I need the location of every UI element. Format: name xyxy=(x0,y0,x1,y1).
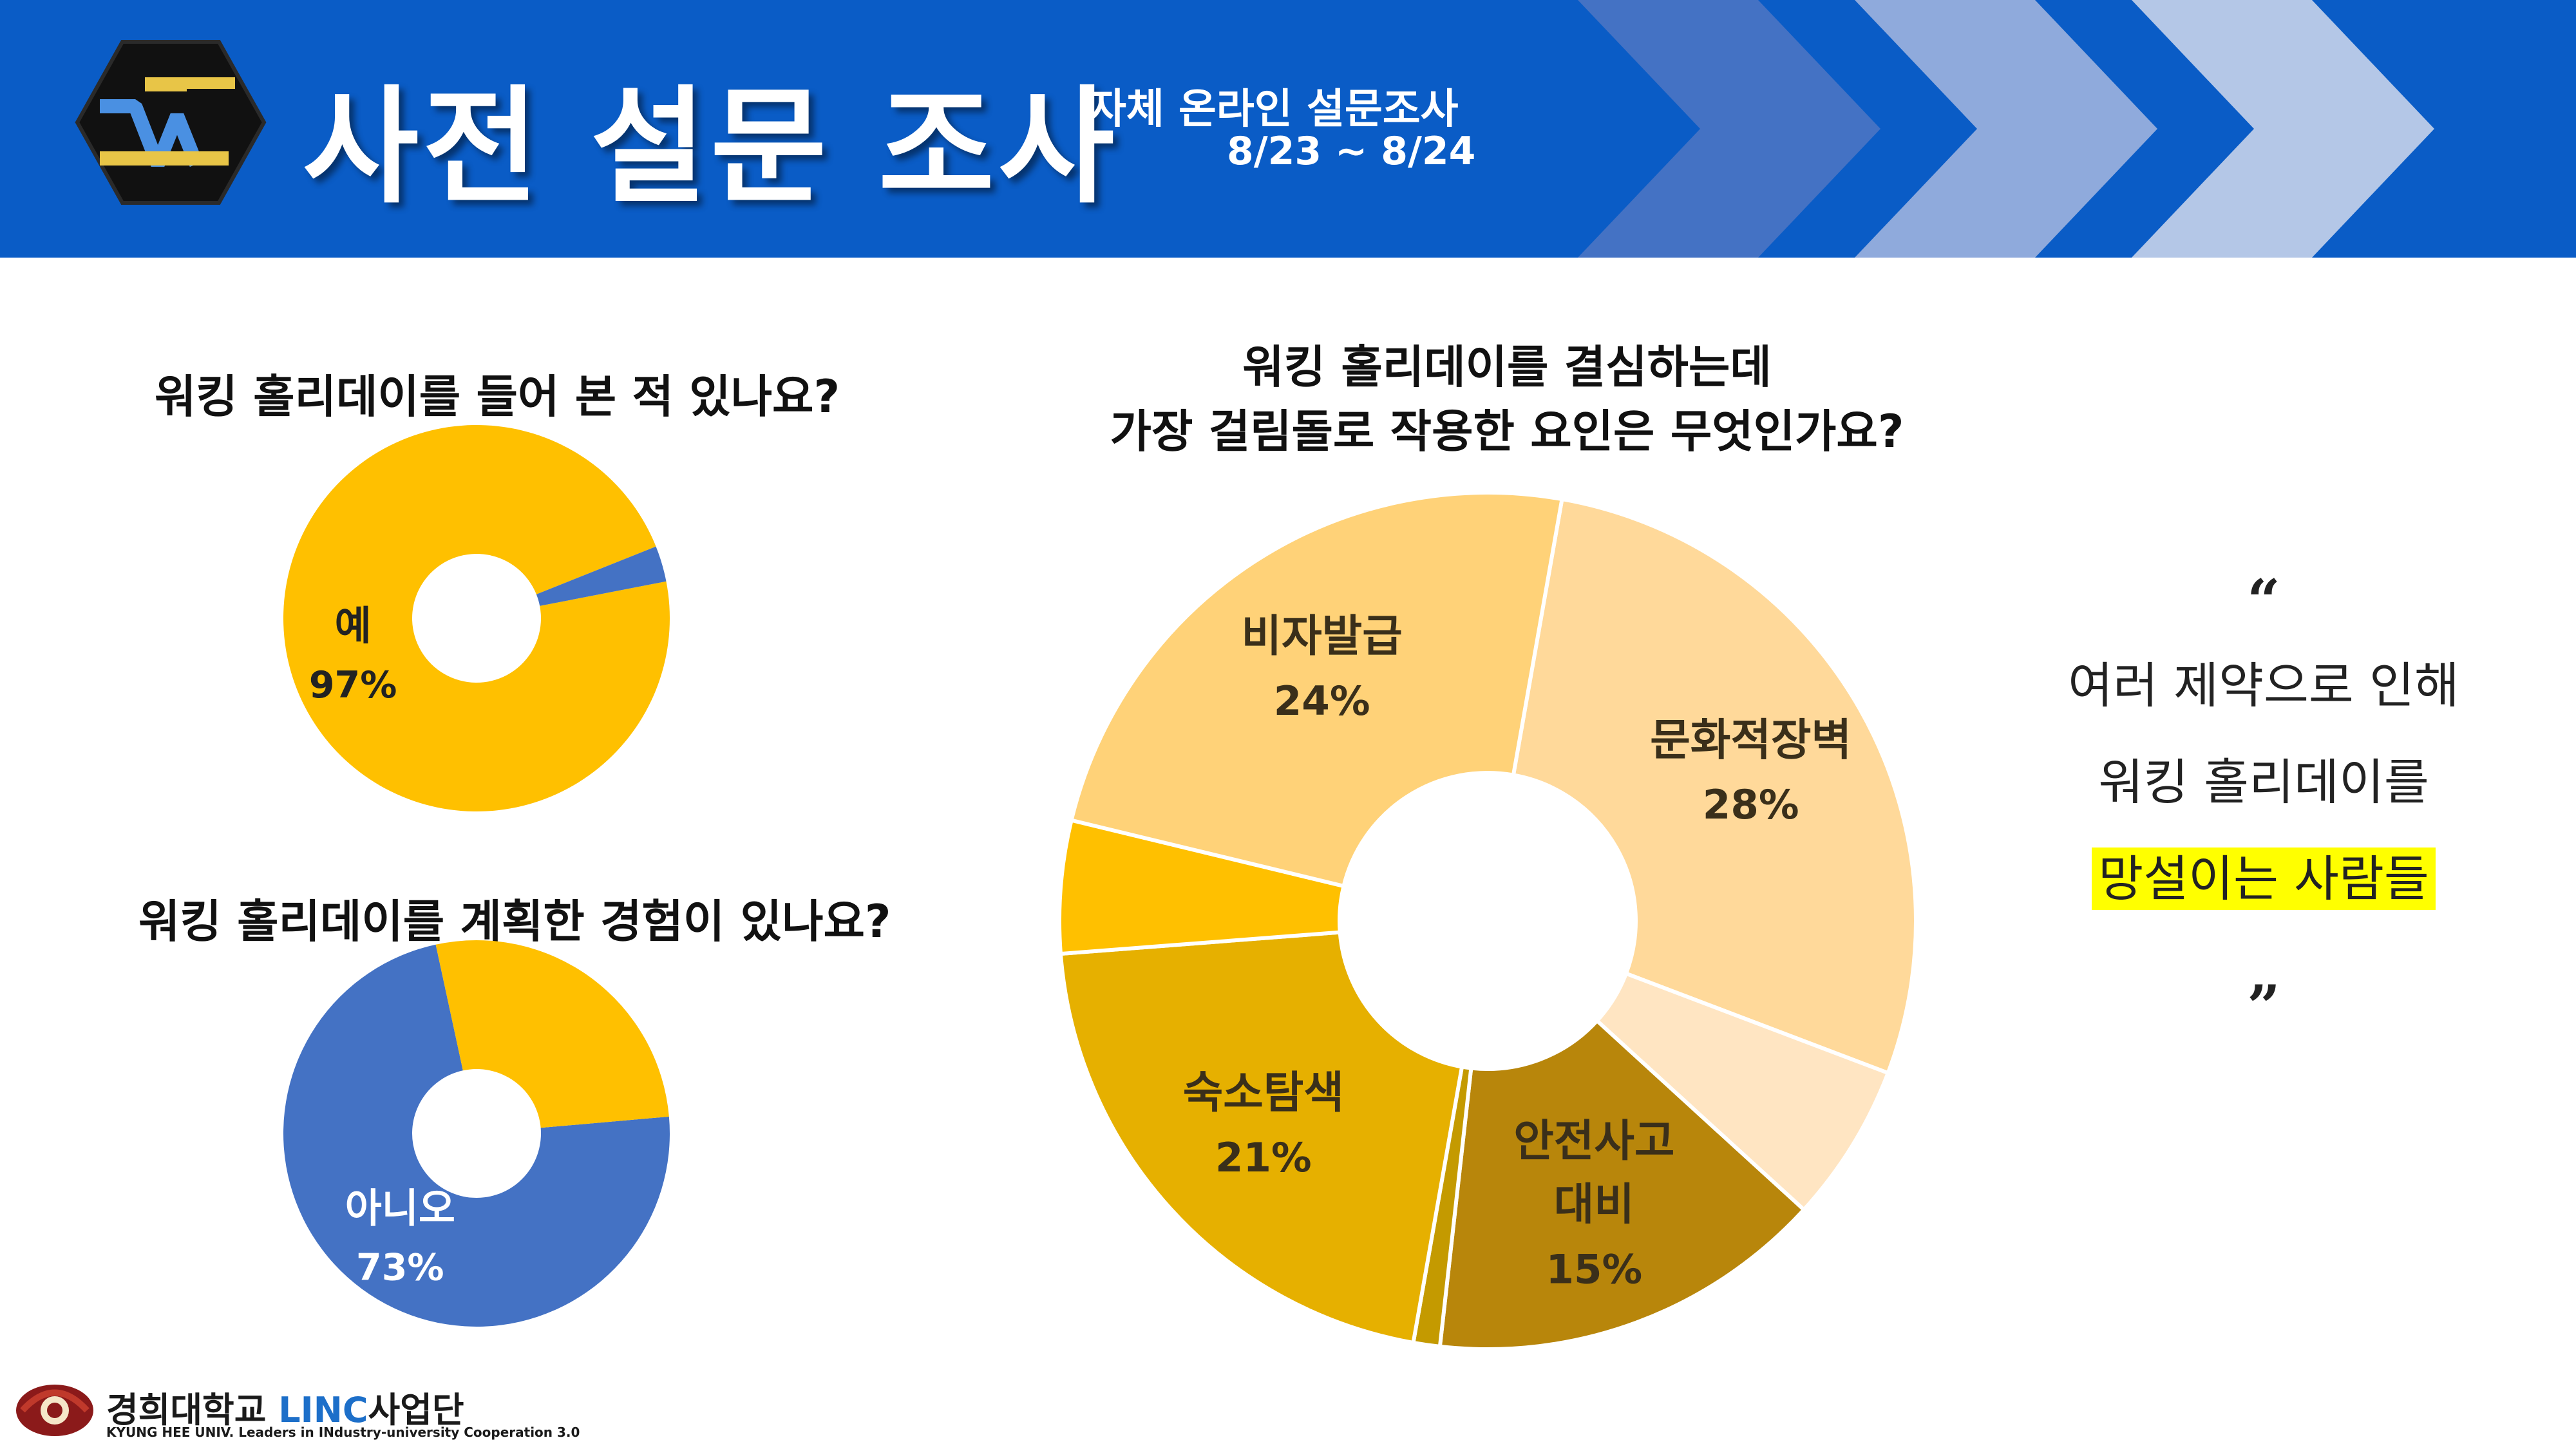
quote-block: “ 여러 제약으로 인해 워킹 홀리데이를 망설이는 사람들 ” xyxy=(2016,567,2512,1043)
chart-3-title-line2: 가장 걸림돌로 작용한 요인은 무엇인가요? xyxy=(1110,405,1904,458)
footer-subtitle: KYUNG HEE UNIV. Leaders in INdustry-univ… xyxy=(106,1425,580,1440)
pie-slice xyxy=(1437,1018,1807,1351)
slice-category-label: 대비 xyxy=(1554,1180,1634,1231)
chevron-1 xyxy=(1578,0,1880,258)
page-title: 사전 설문 조사 xyxy=(303,74,1119,221)
footer-org: 사업단 xyxy=(368,1390,464,1430)
slice-value-label: 28% xyxy=(1703,781,1799,828)
slice-category-label: 비자발급 xyxy=(1242,611,1403,662)
footer-org-name: 경희대학교 LINC사업단 xyxy=(106,1381,464,1432)
chevron-2 xyxy=(1855,0,2157,258)
ws-logo-icon xyxy=(75,40,267,205)
quote-highlight: 망설이는 사람들 xyxy=(2092,848,2436,910)
footer-linc: LINC xyxy=(278,1390,368,1430)
footer-university: 경희대학교 xyxy=(106,1390,267,1430)
slice-category-label: 숙소탐색 xyxy=(1183,1068,1344,1119)
open-quote-mark: “ xyxy=(2247,567,2280,635)
close-quote-mark: ” xyxy=(2247,972,2280,1041)
chevron-3 xyxy=(2132,0,2434,258)
slice-category-label: 아니오 xyxy=(345,1185,455,1232)
donut-chart-heard-of: 예 97% xyxy=(283,424,670,811)
pie-slice xyxy=(435,940,669,1128)
donut-chart-planned: 아니오 73% xyxy=(283,940,670,1327)
survey-dates: 8/23 ~ 8/24 xyxy=(1227,129,1476,174)
quote-line-3: 망설이는 사람들 xyxy=(2016,831,2512,927)
chart-3-title: 워킹 홀리데이를 결심하는데 가장 걸림돌로 작용한 요인은 무엇인가요? xyxy=(979,335,2035,464)
slice-value-label: 15% xyxy=(1546,1245,1643,1293)
slice-value-label: 21% xyxy=(1215,1134,1312,1181)
slice-category-label: 예 xyxy=(335,602,372,649)
pie-slice xyxy=(283,424,670,811)
university-emblem-icon xyxy=(16,1385,93,1436)
pie-slice xyxy=(1511,497,1918,1076)
quote-line-2: 워킹 홀리데이를 xyxy=(2098,753,2429,811)
quote-line-1: 여러 제약으로 인해 xyxy=(2068,657,2459,714)
pie-slice xyxy=(536,546,667,606)
slice-value-label: 73% xyxy=(356,1247,444,1289)
chart-3-title-line1: 워킹 홀리데이를 결심하는데 xyxy=(1242,341,1772,393)
chart-2-title: 워킹 홀리데이를 계획한 경험이 있나요? xyxy=(138,895,891,948)
slice-value-label: 97% xyxy=(309,664,397,706)
slice-category-label: 안전사고 xyxy=(1513,1116,1674,1167)
chart-1-title: 워킹 홀리데이를 들어 본 적 있나요? xyxy=(155,370,840,423)
slice-category-label: 문화적장벽 xyxy=(1650,715,1852,766)
header-banner: 사전 설문 조사 자체 온라인 설문조사 8/23 ~ 8/24 xyxy=(0,0,2576,258)
survey-subtitle: 자체 온라인 설문조사 xyxy=(1088,86,1459,133)
pie-slice xyxy=(283,944,670,1327)
pie-slice xyxy=(1594,971,1891,1213)
pie-slice xyxy=(1058,930,1464,1345)
slice-value-label: 24% xyxy=(1274,677,1370,724)
chevron-arrows-decoration xyxy=(1578,0,2434,258)
pie-slice xyxy=(1069,491,1564,889)
